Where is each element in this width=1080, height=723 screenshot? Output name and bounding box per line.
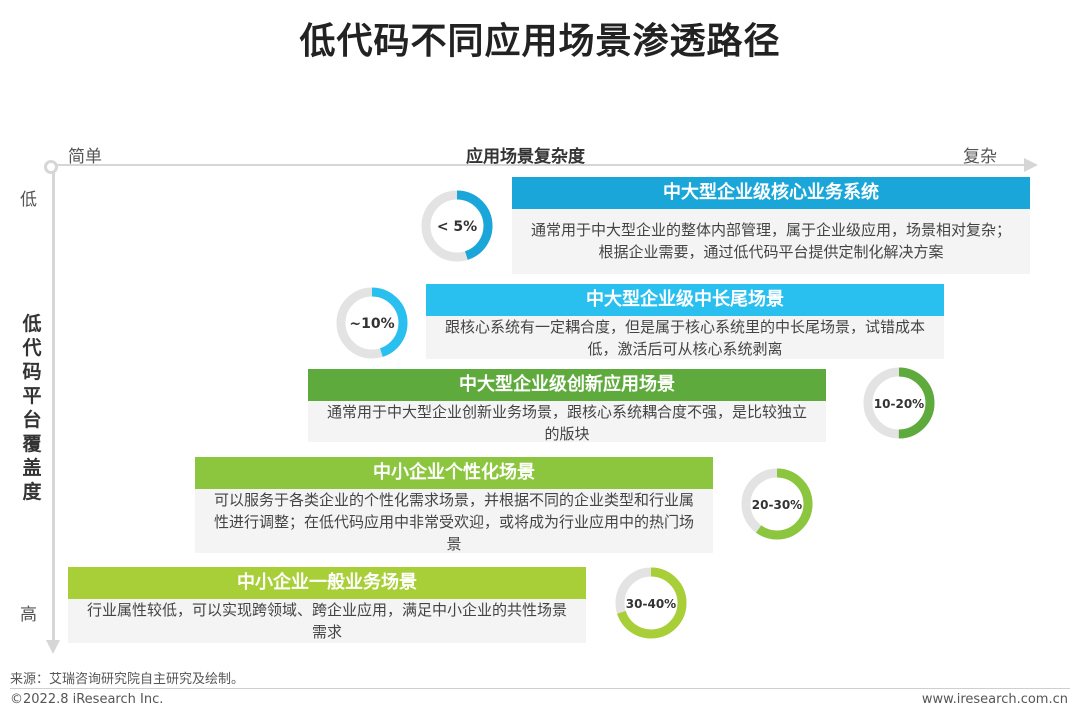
page-title: 低代码不同应用场景渗透路径 [299,21,781,62]
footer-divider [10,688,1070,689]
penetration-donut-core-systems: < 5% [421,190,493,262]
scenario-card-innovation: 中大型企业级创新应用场景 通常用于中大型企业创新业务场景，跟核心系统耦合度不强，… [308,369,826,443]
donut-arc [863,367,935,439]
x-axis-title: 应用场景复杂度 [466,147,585,167]
donut-arc [421,190,493,262]
donut-arc [336,287,408,359]
website-link[interactable]: www.iresearch.com.cn [921,692,1068,707]
penetration-value: 20-30% [752,498,802,512]
scenario-card-description: 可以服务于各类企业的个性化需求场景，并根据不同的企业类型和行业属性进行调整；在低… [195,489,713,553]
x-axis-arrow [1024,158,1038,172]
copyright-text: ©2022.8 iResearch Inc. [10,692,164,707]
x-axis-right-label: 复杂 [963,147,997,167]
scenario-card-header: 中大型企业级中长尾场景 [426,284,944,316]
axis-origin-marker [44,160,58,174]
penetration-donut-sme-personalized: 20-30% [741,468,813,540]
scenario-card-header: 中小企业个性化场景 [195,457,713,489]
penetration-value: ~10% [349,316,394,332]
penetration-value: 30-40% [626,597,676,611]
y-axis-line [52,172,55,642]
y-axis-title: 低代码平台覆盖度 [22,313,42,503]
penetration-donut-sme-general: 30-40% [615,567,687,639]
penetration-donut-innovation: 10-20% [863,367,935,439]
penetration-value: 10-20% [874,397,924,411]
donut-arc [615,567,687,639]
donut-arc [741,468,813,540]
penetration-value: < 5% [437,219,477,235]
penetration-donut-long-tail: ~10% [336,287,408,359]
y-axis-top-label: 低 [20,190,37,210]
scenario-card-description: 行业属性较低，可以实现跨领域、跨企业应用，满足中小企业的共性场景需求 [68,599,586,643]
source-note: 来源：艾瑞咨询研究院自主研究及绘制。 [10,672,245,687]
y-axis-bottom-label: 高 [20,605,37,625]
scenario-card-sme-general: 中小企业一般业务场景 行业属性较低，可以实现跨领域、跨企业应用，满足中小企业的共… [68,567,586,643]
scenario-card-description: 跟核心系统有一定耦合度，但是属于核心系统里的中长尾场景，试错成本低，激活后可从核… [426,316,944,359]
scenario-card-header: 中大型企业级创新应用场景 [308,369,826,401]
scenario-card-header: 中大型企业级核心业务系统 [512,177,1030,209]
scenario-card-sme-personalized: 中小企业个性化场景 可以服务于各类企业的个性化需求场景，并根据不同的企业类型和行… [195,457,713,553]
x-axis-line [55,164,1025,166]
scenario-card-description: 通常用于中大型企业的整体内部管理，属于企业级应用，场景相对复杂；根据企业需要，通… [512,209,1030,274]
scenario-card-core-systems: 中大型企业级核心业务系统 通常用于中大型企业的整体内部管理，属于企业级应用，场景… [512,177,1030,274]
x-axis-left-label: 简单 [68,147,102,167]
scenario-card-description: 通常用于中大型企业创新业务场景，跟核心系统耦合度不强，是比较独立的版块 [308,401,826,443]
y-axis-arrow [46,640,60,654]
scenario-card-header: 中小企业一般业务场景 [68,567,586,599]
scenario-card-long-tail: 中大型企业级中长尾场景 跟核心系统有一定耦合度，但是属于核心系统里的中长尾场景，… [426,284,944,359]
